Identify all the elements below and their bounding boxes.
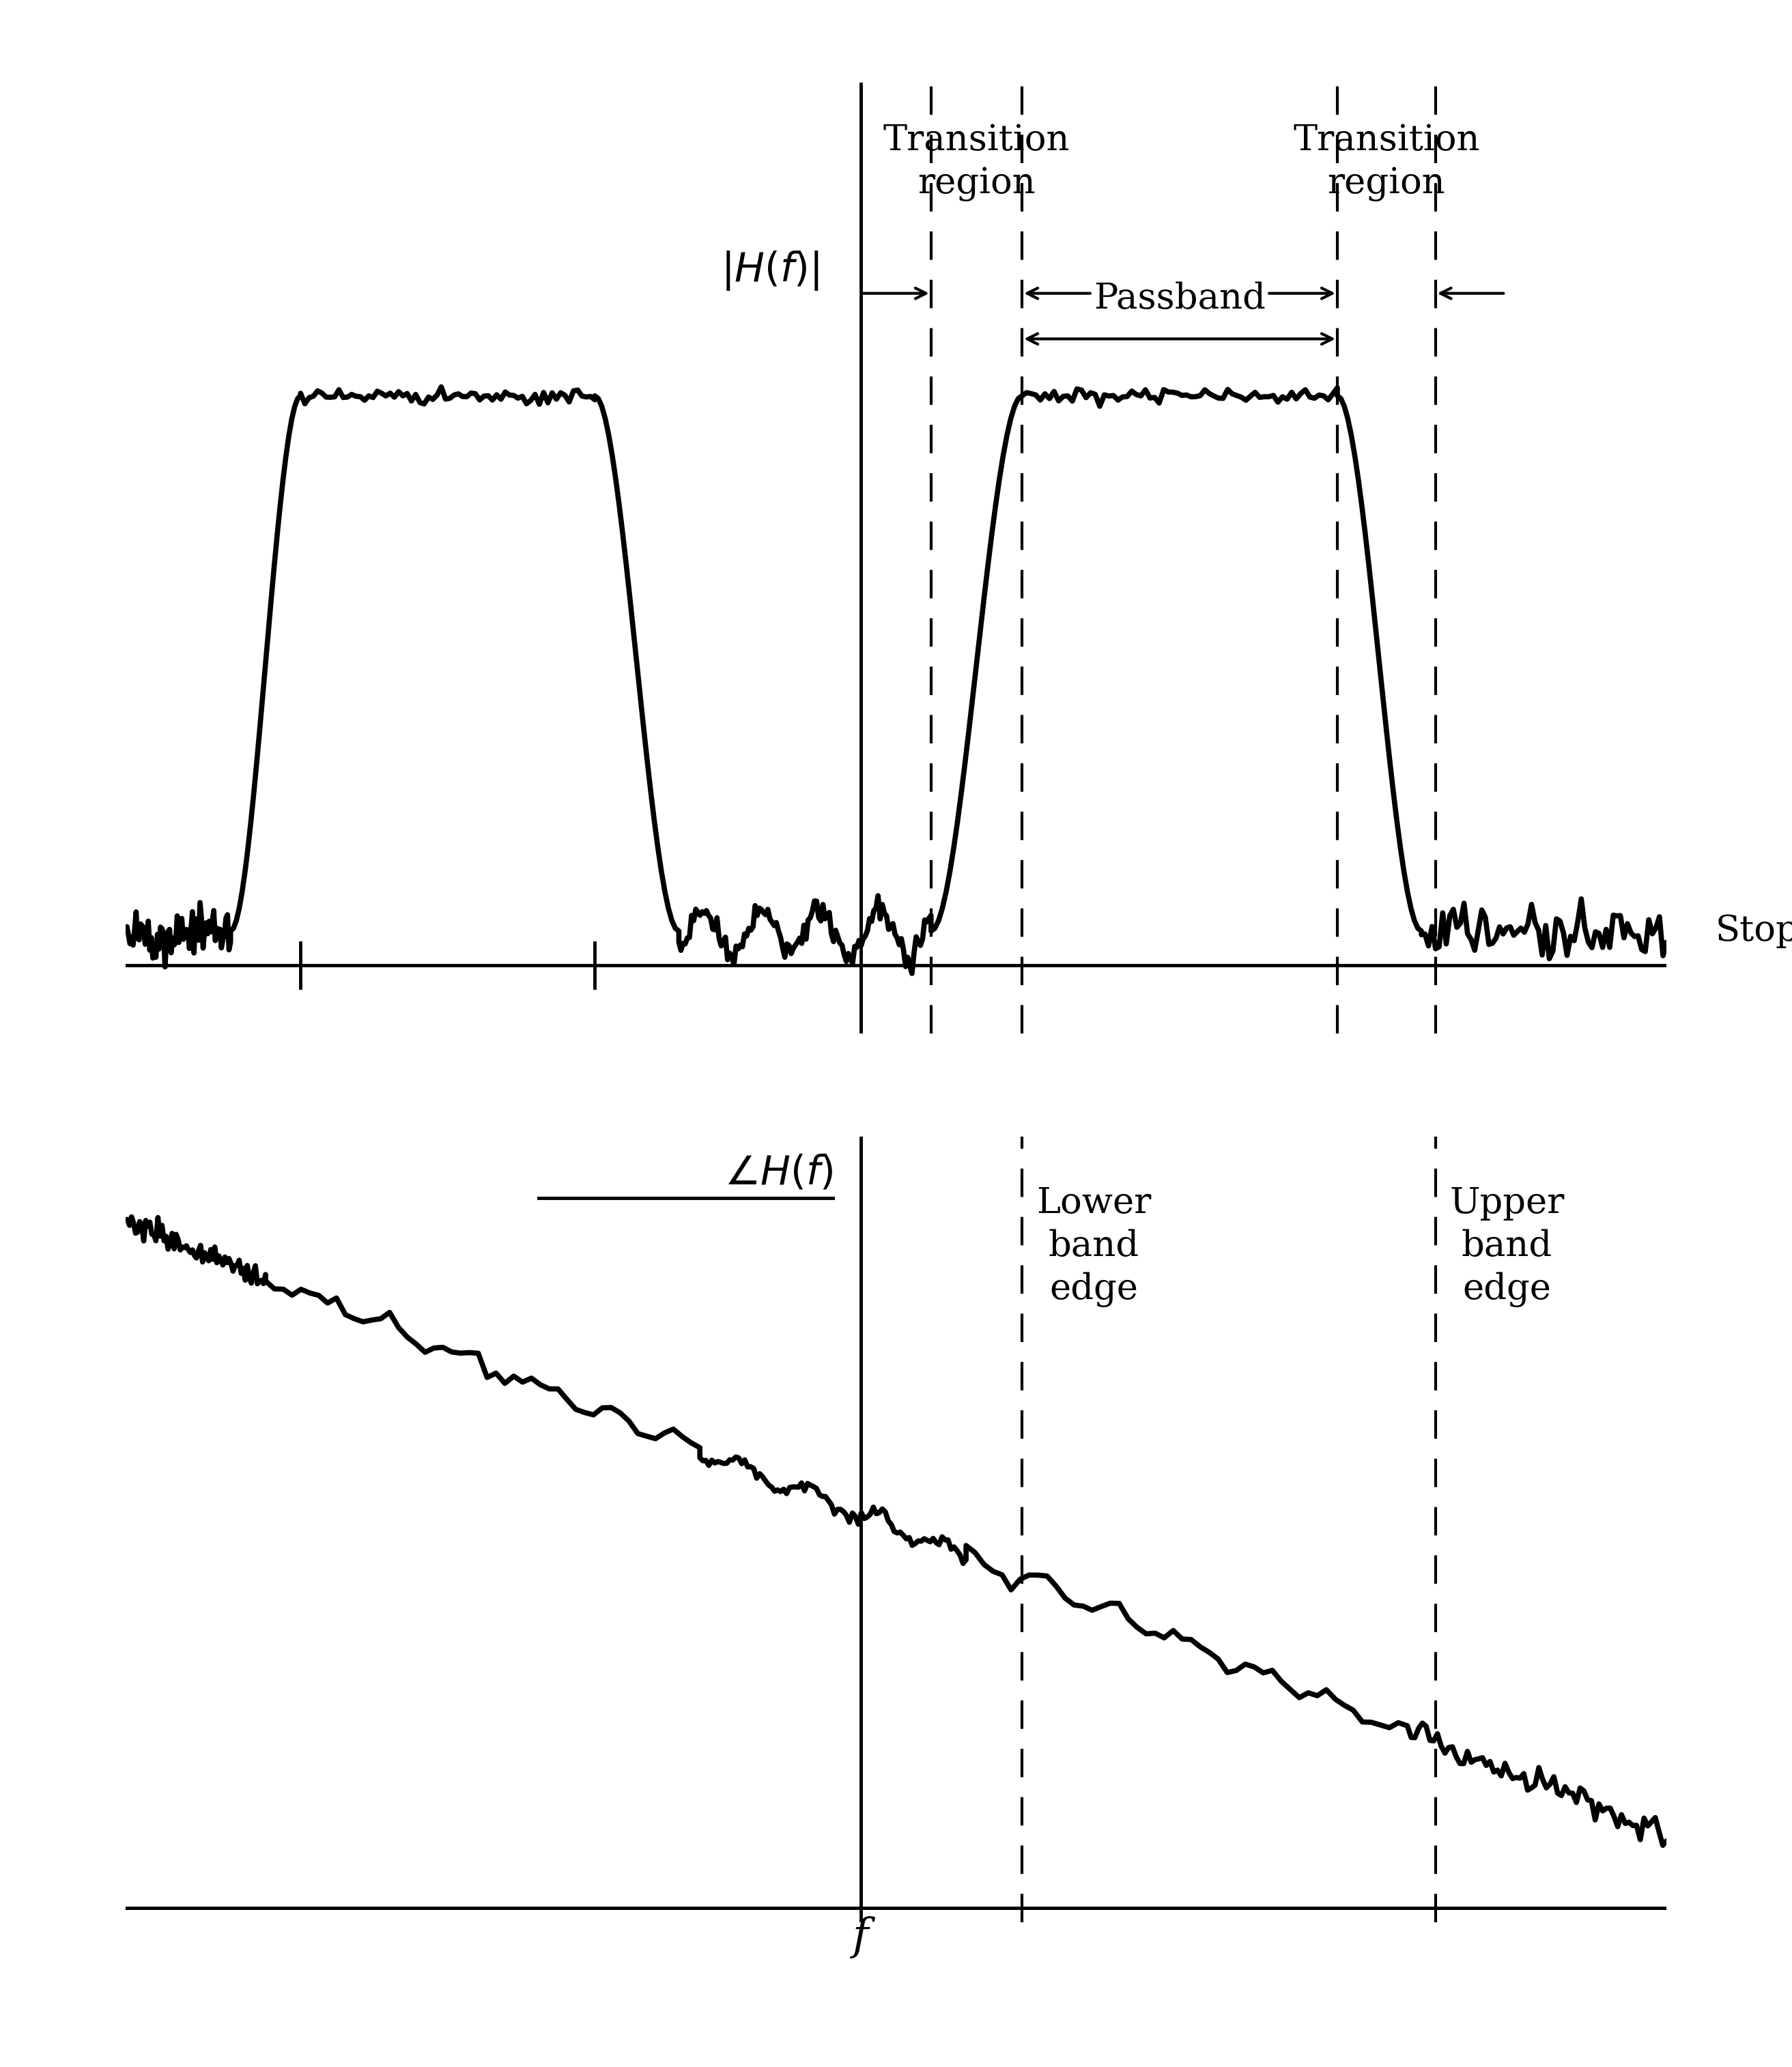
Text: Upper
band
edge: Upper band edge [1450, 1186, 1564, 1306]
Text: Lower
band
edge: Lower band edge [1036, 1186, 1150, 1306]
Text: $\angle H(f)$: $\angle H(f)$ [724, 1153, 833, 1193]
Text: Transition
region: Transition region [1294, 122, 1480, 200]
Text: f: f [853, 1916, 869, 1960]
Text: Stopband: Stopband [1715, 914, 1792, 949]
Text: Transition
region: Transition region [883, 122, 1070, 200]
Text: Passband: Passband [1093, 281, 1265, 316]
Text: $|H(f)|$: $|H(f)|$ [720, 248, 819, 291]
